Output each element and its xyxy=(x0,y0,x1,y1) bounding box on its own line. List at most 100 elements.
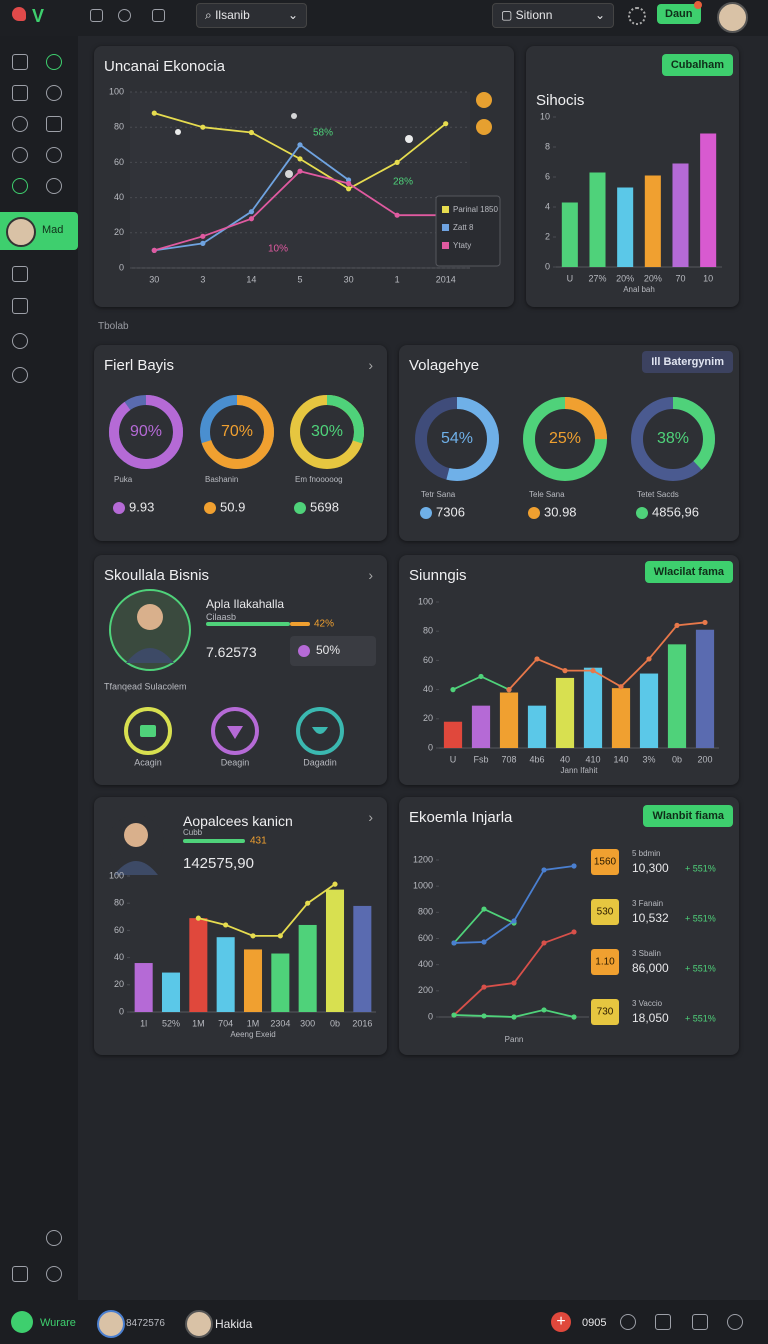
point xyxy=(511,980,517,986)
sidebar-icon[interactable] xyxy=(12,333,28,349)
avatar-face xyxy=(124,823,148,847)
point xyxy=(345,186,352,192)
sidebar-active-item[interactable]: Mad xyxy=(0,212,78,250)
legend-swatch xyxy=(442,206,449,213)
row-amount: 10,300 xyxy=(632,861,669,875)
panel-button[interactable]: Cubalham xyxy=(661,54,733,76)
annotation: 10% xyxy=(268,244,288,255)
donut-value: 30% xyxy=(311,423,343,440)
legend-swatch xyxy=(442,224,449,231)
sidebar-icon[interactable] xyxy=(12,147,28,163)
y-tick-label: 40 xyxy=(423,684,433,694)
point xyxy=(541,1007,547,1013)
bar xyxy=(471,705,491,748)
action-icon[interactable] xyxy=(124,707,172,755)
glow-dot xyxy=(405,135,413,143)
point xyxy=(151,110,157,116)
point xyxy=(200,233,206,239)
donut-stat: 7306 xyxy=(436,504,465,519)
legend-label: Zatt 8 xyxy=(453,223,474,232)
sidebar-icon[interactable] xyxy=(12,1266,28,1282)
action-icon[interactable] xyxy=(296,707,344,755)
sidebar-icon[interactable] xyxy=(46,54,62,70)
chip xyxy=(290,636,376,666)
chevron[interactable]: › xyxy=(368,567,373,583)
donut-value: 70% xyxy=(221,423,253,440)
bottom-icon[interactable] xyxy=(620,1314,636,1330)
sidebar-icon[interactable] xyxy=(12,85,28,101)
panel-title: Ekoemla Injarla xyxy=(409,809,513,826)
sidebar-icon[interactable] xyxy=(46,1230,62,1246)
legend-label: Parinal 1850 xyxy=(453,205,498,214)
sidebar-icon[interactable] xyxy=(46,85,62,101)
action-icon[interactable] xyxy=(211,707,259,755)
sidebar-icon[interactable] xyxy=(12,116,28,132)
panel-button[interactable]: Wlacilat fama xyxy=(644,561,733,583)
select[interactable]: ▢ Sitionn ⌄ xyxy=(492,3,614,28)
y-tick-label: 20 xyxy=(114,227,124,237)
y-tick-label: 0 xyxy=(428,1011,433,1021)
sidebar-icon[interactable] xyxy=(46,116,62,132)
line xyxy=(198,883,336,937)
panel-button[interactable]: Wlanbit fiama xyxy=(643,805,733,827)
y-tick-label: 60 xyxy=(423,655,433,665)
header-button[interactable]: Daun xyxy=(657,4,701,24)
bottom-icon[interactable] xyxy=(655,1314,671,1330)
sidebar-icon[interactable] xyxy=(46,1266,62,1282)
bar xyxy=(583,667,603,748)
sidebar-icon[interactable] xyxy=(12,298,28,314)
sidebar-icon[interactable] xyxy=(12,367,28,383)
menu-icon[interactable] xyxy=(90,9,103,22)
search-box[interactable]: ⌕ Ilsanib ⌄ xyxy=(196,3,307,28)
donut-label: Bashanin xyxy=(205,475,238,484)
user-name: Hakida xyxy=(215,1317,253,1331)
profile-amount: 7.62573 xyxy=(206,644,257,660)
logo[interactable] xyxy=(12,7,26,21)
y-tick-label: 1000 xyxy=(413,881,433,891)
nav-icon[interactable] xyxy=(152,9,165,22)
point xyxy=(443,121,449,127)
sidebar-icon[interactable] xyxy=(12,178,28,194)
sidebar-icon[interactable] xyxy=(46,147,62,163)
bar-chart: 0 2 4 6 8 10 U 27% 20% 20% 70 10 Anal bah xyxy=(540,111,722,294)
donut-label: Puka xyxy=(114,475,133,484)
status-icon[interactable] xyxy=(11,1311,33,1333)
bar xyxy=(561,202,578,267)
avatar[interactable] xyxy=(97,1310,125,1338)
bar xyxy=(353,905,372,1012)
donut-label: Tetet Sacds xyxy=(637,490,679,499)
donut-arc xyxy=(109,395,183,469)
y-tick-label: 60 xyxy=(114,157,124,167)
panel-title: Fierl Bayis xyxy=(104,357,175,374)
chevron[interactable]: › xyxy=(368,809,373,825)
panel-button[interactable]: Ill Batergynim xyxy=(642,351,733,373)
x-axis-label: Anal bah xyxy=(623,285,655,294)
glow-dot xyxy=(291,113,297,119)
x-tick-label: 30 xyxy=(149,274,159,284)
bar xyxy=(617,187,634,267)
bar xyxy=(298,924,317,1012)
sidebar-icon[interactable] xyxy=(12,266,28,282)
bottom-icon[interactable] xyxy=(692,1314,708,1330)
add-button[interactable]: + xyxy=(551,1312,571,1332)
bar xyxy=(639,673,659,748)
x-tick-label: 3 xyxy=(200,274,205,284)
icon-badge xyxy=(476,92,492,108)
progress-label: 42% xyxy=(314,619,334,630)
bottom-icon[interactable] xyxy=(727,1314,743,1330)
sidebar-icon[interactable] xyxy=(46,178,62,194)
point xyxy=(248,129,255,136)
settings-icon[interactable] xyxy=(628,7,646,25)
row-name: 5 bdmin xyxy=(632,849,660,858)
chevron[interactable]: › xyxy=(368,357,373,373)
avatar[interactable] xyxy=(717,2,748,33)
nav-icon[interactable] xyxy=(118,9,131,22)
bar xyxy=(271,953,290,1012)
point xyxy=(450,687,456,693)
x-tick-label: 4b6 xyxy=(529,754,544,764)
sidebar-icon[interactable] xyxy=(12,54,28,70)
top-bar: V ⌕ Ilsanib ⌄ ▢ Sitionn ⌄ Daun xyxy=(0,0,768,36)
panel-title: Volagehye xyxy=(409,357,480,374)
y-tick-label: 0 xyxy=(545,261,550,271)
avatar[interactable] xyxy=(185,1310,213,1338)
